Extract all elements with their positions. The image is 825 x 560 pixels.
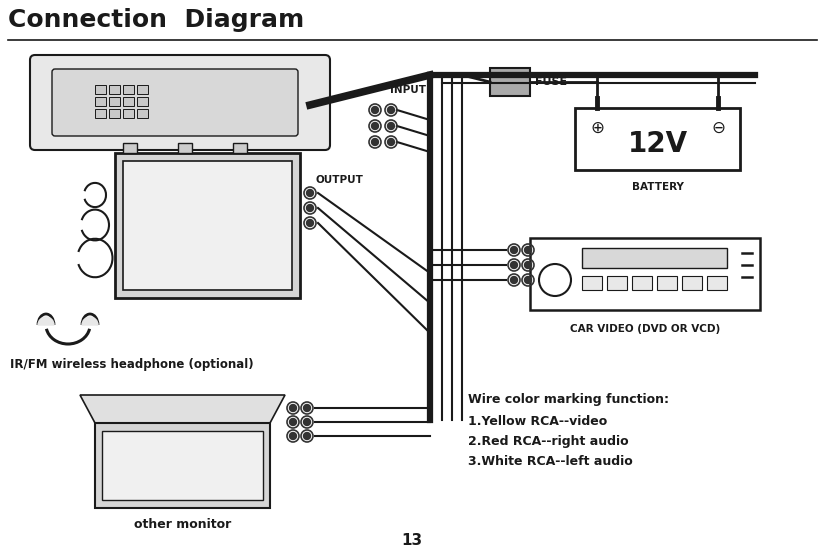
Circle shape bbox=[511, 246, 517, 254]
Bar bbox=[530, 238, 760, 310]
Bar bbox=[575, 108, 740, 170]
Bar bbox=[233, 143, 247, 153]
Circle shape bbox=[525, 277, 531, 283]
Text: INPUT: INPUT bbox=[390, 85, 426, 95]
Bar bbox=[95, 85, 106, 94]
Circle shape bbox=[388, 123, 394, 129]
Circle shape bbox=[304, 432, 310, 440]
Text: OUTPUT: OUTPUT bbox=[315, 175, 363, 185]
Circle shape bbox=[304, 418, 310, 426]
Bar bbox=[102, 431, 263, 500]
Bar bbox=[657, 276, 677, 290]
Circle shape bbox=[371, 138, 379, 146]
Text: BATTERY: BATTERY bbox=[632, 182, 683, 192]
Text: ⊕: ⊕ bbox=[590, 119, 604, 137]
Bar bbox=[682, 276, 702, 290]
Circle shape bbox=[388, 138, 394, 146]
Bar bbox=[123, 161, 292, 290]
Bar bbox=[137, 97, 148, 106]
FancyBboxPatch shape bbox=[30, 55, 330, 150]
Text: FUSE: FUSE bbox=[535, 77, 567, 87]
Bar bbox=[137, 85, 148, 94]
Circle shape bbox=[290, 418, 296, 426]
Bar bbox=[632, 276, 652, 290]
Bar bbox=[95, 97, 106, 106]
Text: ⊖: ⊖ bbox=[711, 119, 725, 137]
Text: IR/FM wireless headphone (optional): IR/FM wireless headphone (optional) bbox=[10, 358, 253, 371]
Circle shape bbox=[525, 246, 531, 254]
Text: 2.Red RCA--right audio: 2.Red RCA--right audio bbox=[468, 435, 629, 448]
Bar bbox=[123, 143, 137, 153]
Bar bbox=[607, 276, 627, 290]
Text: 3.White RCA--left audio: 3.White RCA--left audio bbox=[468, 455, 633, 468]
Bar bbox=[490, 68, 530, 96]
Text: CAR VIDEO (DVD OR VCD): CAR VIDEO (DVD OR VCD) bbox=[570, 324, 720, 334]
Circle shape bbox=[304, 404, 310, 412]
Bar bbox=[123, 109, 134, 118]
Circle shape bbox=[371, 106, 379, 114]
Wedge shape bbox=[38, 317, 54, 325]
Circle shape bbox=[290, 432, 296, 440]
Bar bbox=[95, 109, 106, 118]
Circle shape bbox=[371, 123, 379, 129]
Bar bbox=[123, 85, 134, 94]
Polygon shape bbox=[80, 395, 285, 423]
Circle shape bbox=[290, 404, 296, 412]
Bar bbox=[582, 276, 602, 290]
Bar bbox=[123, 97, 134, 106]
Text: 12V: 12V bbox=[628, 130, 687, 158]
Bar bbox=[178, 143, 192, 153]
Bar bbox=[109, 85, 120, 94]
Circle shape bbox=[525, 262, 531, 268]
Text: Wire color marking function:: Wire color marking function: bbox=[468, 393, 669, 406]
Circle shape bbox=[307, 204, 314, 212]
Bar bbox=[95, 423, 270, 508]
Circle shape bbox=[307, 189, 314, 197]
Bar bbox=[137, 109, 148, 118]
Bar bbox=[109, 109, 120, 118]
Circle shape bbox=[307, 220, 314, 226]
Circle shape bbox=[511, 277, 517, 283]
Bar bbox=[115, 153, 300, 298]
Wedge shape bbox=[82, 317, 98, 325]
FancyBboxPatch shape bbox=[52, 69, 298, 136]
Text: Connection  Diagram: Connection Diagram bbox=[8, 8, 304, 32]
Bar bbox=[707, 276, 727, 290]
Text: other monitor: other monitor bbox=[134, 518, 231, 531]
Bar bbox=[582, 248, 727, 268]
Circle shape bbox=[388, 106, 394, 114]
Text: 1.Yellow RCA--video: 1.Yellow RCA--video bbox=[468, 415, 607, 428]
Text: 13: 13 bbox=[402, 533, 422, 548]
Circle shape bbox=[511, 262, 517, 268]
Bar bbox=[109, 97, 120, 106]
